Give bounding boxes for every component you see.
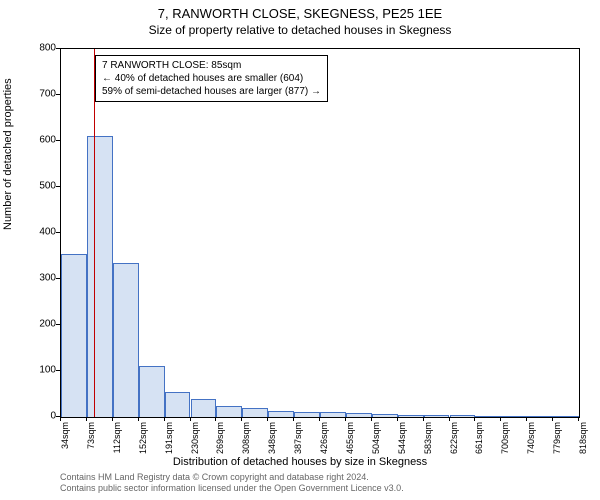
histogram-bar: [320, 412, 346, 417]
plot-area: 7 RANWORTH CLOSE: 85sqm← 40% of detached…: [60, 48, 580, 418]
histogram-bar: [191, 399, 217, 417]
ytick-mark: [56, 48, 60, 49]
xtick-label: 504sqm: [371, 422, 381, 454]
ytick-label: 700: [39, 89, 56, 100]
xtick-mark: [526, 417, 527, 421]
histogram-bar: [61, 254, 87, 417]
ytick-mark: [56, 140, 60, 141]
ytick-label: 300: [39, 273, 56, 284]
xtick-label: 269sqm: [215, 422, 225, 454]
xtick-label: 700sqm: [500, 422, 510, 454]
xtick-label: 152sqm: [138, 422, 148, 454]
histogram-bar: [87, 136, 113, 417]
xtick-label: 583sqm: [423, 422, 433, 454]
ytick-label: 600: [39, 135, 56, 146]
xtick-label: 740sqm: [526, 422, 536, 454]
xtick-label: 73sqm: [86, 422, 96, 449]
xtick-label: 426sqm: [319, 422, 329, 454]
histogram-bar: [450, 415, 476, 417]
histogram-bar: [501, 416, 527, 417]
ytick-label: 400: [39, 227, 56, 238]
ytick-label: 100: [39, 365, 56, 376]
annotation-line: 59% of semi-detached houses are larger (…: [102, 85, 321, 98]
histogram-bar: [553, 416, 579, 417]
property-marker-line: [94, 49, 95, 417]
ytick-label: 500: [39, 181, 56, 192]
xtick-mark: [267, 417, 268, 421]
ytick-mark: [56, 324, 60, 325]
annotation-line: ← 40% of detached houses are smaller (60…: [102, 72, 321, 85]
ytick-mark: [56, 278, 60, 279]
histogram-bar: [294, 412, 320, 417]
xtick-mark: [138, 417, 139, 421]
xtick-label: 348sqm: [267, 422, 277, 454]
xtick-mark: [345, 417, 346, 421]
xtick-mark: [423, 417, 424, 421]
xtick-mark: [215, 417, 216, 421]
xtick-label: 661sqm: [474, 422, 484, 454]
ytick-mark: [56, 94, 60, 95]
xtick-mark: [552, 417, 553, 421]
copyright-text: Contains HM Land Registry data © Crown c…: [60, 472, 404, 494]
copyright-line-1: Contains HM Land Registry data © Crown c…: [60, 472, 404, 483]
histogram-bar: [372, 414, 398, 417]
xtick-mark: [112, 417, 113, 421]
xtick-mark: [397, 417, 398, 421]
xtick-mark: [293, 417, 294, 421]
histogram-bar: [113, 263, 139, 417]
histogram-bar: [475, 416, 501, 417]
histogram-bar: [216, 406, 242, 418]
chart-title-1: 7, RANWORTH CLOSE, SKEGNESS, PE25 1EE: [0, 0, 600, 21]
xtick-mark: [164, 417, 165, 421]
ytick-label: 800: [39, 43, 56, 54]
annotation-line: 7 RANWORTH CLOSE: 85sqm: [102, 59, 321, 72]
chart-title-2: Size of property relative to detached ho…: [0, 21, 600, 37]
xtick-label: 308sqm: [241, 422, 251, 454]
xtick-label: 34sqm: [60, 422, 70, 449]
ytick-mark: [56, 232, 60, 233]
xtick-mark: [86, 417, 87, 421]
xtick-mark: [319, 417, 320, 421]
chart-container: 7, RANWORTH CLOSE, SKEGNESS, PE25 1EE Si…: [0, 0, 600, 500]
xtick-label: 112sqm: [112, 422, 122, 453]
annotation-box: 7 RANWORTH CLOSE: 85sqm← 40% of detached…: [95, 55, 328, 102]
xtick-mark: [241, 417, 242, 421]
xtick-label: 191sqm: [164, 422, 174, 454]
xtick-mark: [474, 417, 475, 421]
xtick-mark: [578, 417, 579, 421]
histogram-bar: [242, 408, 268, 417]
histogram-bar: [527, 416, 553, 417]
histogram-bar: [346, 413, 372, 417]
ytick-mark: [56, 370, 60, 371]
ytick-mark: [56, 186, 60, 187]
xtick-mark: [449, 417, 450, 421]
ytick-label: 200: [39, 319, 56, 330]
xtick-mark: [500, 417, 501, 421]
histogram-bar: [139, 366, 165, 417]
xtick-label: 387sqm: [293, 422, 303, 454]
xtick-label: 230sqm: [190, 422, 200, 454]
xtick-mark: [60, 417, 61, 421]
copyright-line-2: Contains public sector information licen…: [60, 483, 404, 494]
histogram-bar: [165, 392, 191, 417]
histogram-bar: [424, 415, 450, 417]
xtick-label: 818sqm: [578, 422, 588, 454]
xtick-label: 465sqm: [345, 422, 355, 454]
xtick-label: 544sqm: [397, 422, 407, 454]
histogram-bar: [268, 411, 294, 417]
y-axis-label: Number of detached properties: [2, 78, 14, 230]
xtick-label: 779sqm: [552, 422, 562, 454]
xtick-mark: [371, 417, 372, 421]
xtick-mark: [190, 417, 191, 421]
x-axis-label: Distribution of detached houses by size …: [0, 456, 600, 468]
xtick-label: 622sqm: [449, 422, 459, 454]
histogram-bar: [398, 415, 424, 417]
